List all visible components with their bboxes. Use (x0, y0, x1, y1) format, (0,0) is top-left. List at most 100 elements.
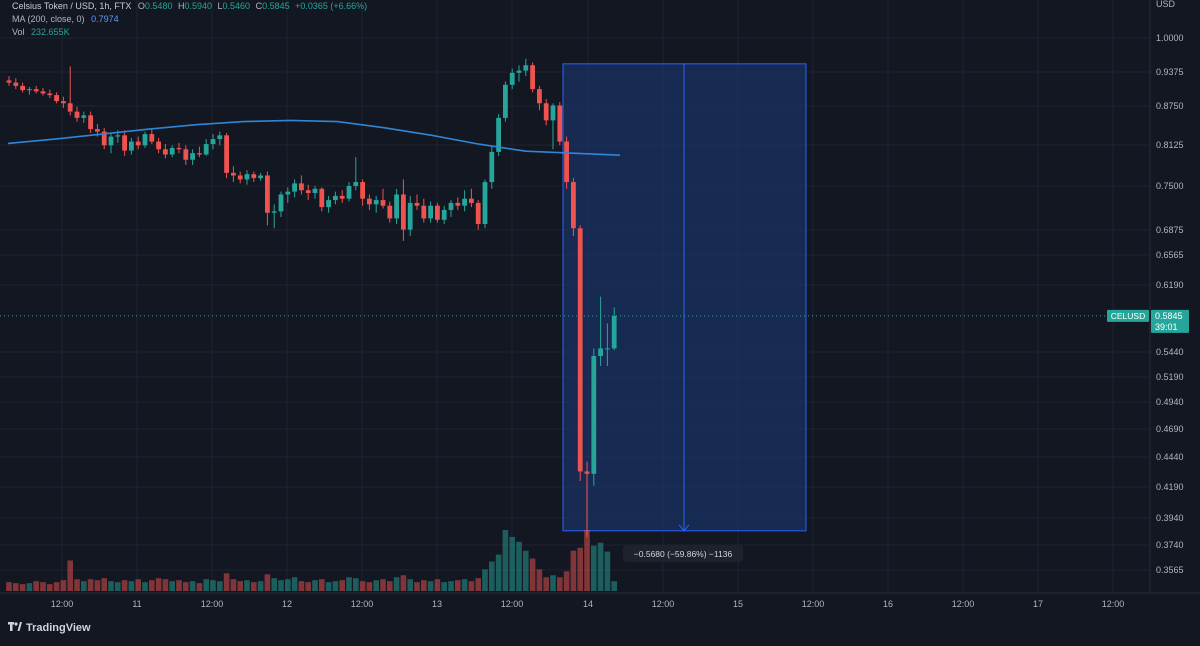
candle (584, 461, 590, 537)
candle (523, 58, 529, 77)
candle (197, 146, 202, 158)
volume-bar (128, 581, 135, 591)
candle-body (54, 95, 59, 102)
volume-bar (251, 582, 257, 591)
candle-body (163, 149, 168, 155)
candle-body (346, 186, 352, 199)
volume-bar (482, 569, 488, 591)
candle (367, 194, 372, 210)
volume-bar (557, 577, 563, 591)
candle (537, 85, 542, 111)
candle (421, 198, 427, 223)
candle (27, 86, 32, 95)
candle (210, 134, 216, 150)
ma-label: MA (200, close, 0) (12, 14, 85, 24)
candle-body (203, 144, 209, 155)
volume-bar (407, 579, 413, 591)
candle (40, 88, 46, 96)
candle-body (231, 172, 236, 176)
time-tick-label: 12:00 (952, 599, 975, 609)
candle-body (571, 182, 576, 229)
candle-body (40, 91, 46, 94)
volume-bar (203, 579, 209, 591)
volume-bar (523, 550, 529, 591)
candle-body (67, 103, 73, 112)
legend-vol-row[interactable]: Vol 232.655K (12, 26, 367, 39)
volume-bar (468, 581, 475, 591)
chart-legend: Celsius Token / USD, 1h, FTX O0.5480 H0.… (12, 0, 367, 39)
candle (292, 179, 297, 198)
candle (271, 204, 277, 229)
time-tick-label: 12 (282, 599, 292, 609)
candle-body (537, 89, 542, 104)
volume-bar (387, 581, 393, 591)
candle (469, 188, 474, 208)
candle (13, 78, 19, 90)
candle-body (482, 182, 488, 225)
time-tick-label: 14 (583, 599, 593, 609)
candle (108, 132, 114, 154)
volume-bar (346, 577, 352, 591)
candle-body (81, 115, 87, 118)
candle-body (496, 117, 501, 152)
candle-body (339, 195, 345, 199)
candle (605, 323, 610, 366)
volume-bar (19, 584, 26, 591)
volume-bar (319, 579, 325, 591)
volume-bar (339, 580, 345, 591)
candle (598, 296, 603, 366)
candle (475, 200, 481, 230)
candle-body (183, 149, 189, 160)
symbol-title[interactable]: Celsius Token / USD, 1h, FTX (12, 1, 132, 11)
volume-bar (33, 581, 39, 591)
time-tick-label: 13 (432, 599, 442, 609)
price-tick-label: 0.3565 (1156, 565, 1184, 575)
volume-bar (101, 578, 107, 591)
candle (407, 195, 413, 237)
volume-bar (543, 577, 549, 591)
candle-body (441, 209, 447, 220)
candle (237, 171, 243, 184)
price-tick-label: 0.8750 (1156, 101, 1184, 111)
candle (251, 171, 257, 183)
volume-bar (353, 578, 359, 591)
candle (122, 130, 127, 156)
candle (380, 188, 386, 209)
volume-bar (366, 582, 373, 591)
candle-body (74, 111, 80, 118)
open-label: O (137, 1, 145, 11)
price-tick-label: 0.8125 (1156, 140, 1184, 150)
candle-body (292, 183, 297, 192)
volume-bar (155, 578, 162, 591)
time-tick-label: 11 (132, 599, 141, 609)
candle (129, 137, 134, 155)
volume-bar (434, 579, 441, 591)
candle (265, 171, 270, 226)
candle-body (101, 131, 107, 146)
volume-bar (441, 582, 447, 591)
candle-body (387, 205, 393, 219)
candle-body (258, 175, 263, 179)
volume-bar (237, 581, 243, 591)
legend-ma-row[interactable]: MA (200, close, 0) 0.7974 (12, 13, 367, 26)
price-tick-label: 1.0000 (1156, 33, 1184, 43)
tradingview-logo[interactable]: TradingView (8, 622, 91, 634)
volume-bar (81, 581, 87, 591)
volume-bar (516, 541, 522, 591)
candle (305, 184, 311, 201)
volume-bar (257, 581, 264, 591)
candle-body (47, 93, 53, 96)
volume-bar (217, 581, 223, 591)
candle-body (435, 205, 440, 220)
candle (278, 191, 284, 217)
volume-bar (509, 536, 515, 591)
volume-bar (393, 577, 400, 591)
candle (285, 187, 291, 203)
candle (61, 96, 66, 108)
candle-body (6, 80, 12, 83)
candle-body (299, 183, 304, 191)
brand-label: TradingView (26, 622, 91, 634)
change-value: +0.0365 (+6.66%) (295, 1, 368, 11)
